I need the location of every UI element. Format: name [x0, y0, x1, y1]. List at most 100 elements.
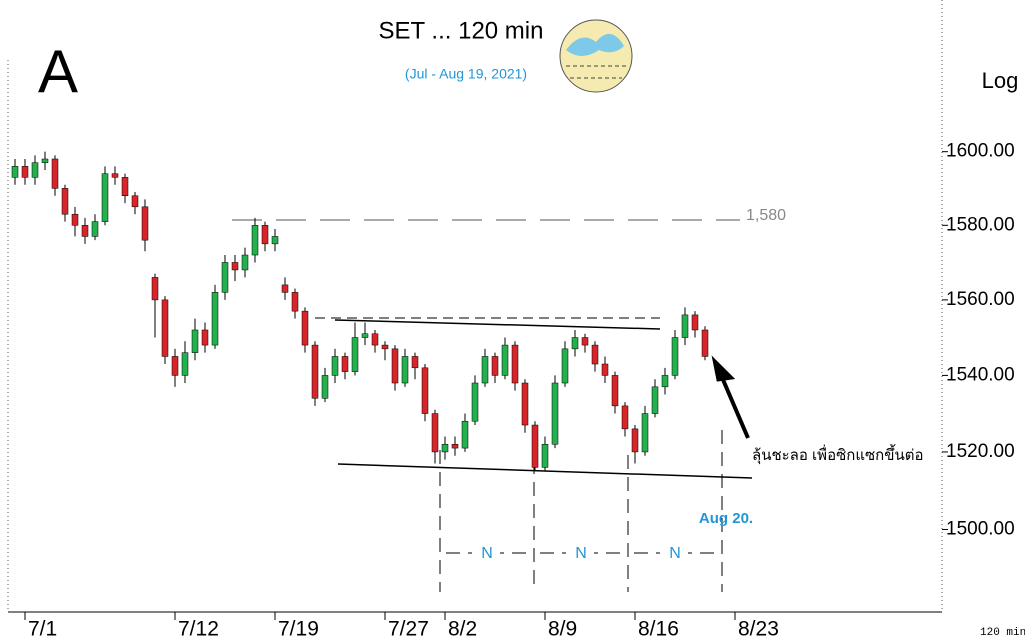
candle-body [161, 299, 169, 357]
x-tick-label: 7/27 [388, 618, 429, 641]
scale-label: Log [982, 68, 1019, 93]
candle-body [581, 337, 589, 346]
candle-body [641, 413, 649, 453]
candle-body [281, 284, 289, 293]
candle-body [451, 443, 459, 449]
candle-body [131, 195, 139, 208]
candle-body [471, 382, 479, 422]
label-bg [566, 542, 594, 564]
candle-body [561, 348, 569, 384]
x-tick-label: 7/19 [278, 618, 319, 641]
x-tick-label: 7/1 [28, 618, 57, 641]
candle-body [491, 356, 499, 376]
candle-body [61, 188, 69, 215]
y-tick-label: 1600.00 [946, 141, 1015, 162]
candle-body [631, 428, 639, 453]
candle-body [81, 225, 89, 237]
candle-body [701, 329, 709, 357]
candle-body [321, 375, 329, 399]
candle-body [111, 173, 119, 178]
level-label: 1,580 [746, 207, 786, 224]
candle-body [341, 356, 349, 372]
corner-label: A [38, 38, 78, 105]
y-tick-label: 1520.00 [946, 441, 1015, 462]
y-tick-label: 1580.00 [946, 214, 1015, 235]
x-tick-label: 7/12 [178, 618, 219, 641]
candle-body [461, 420, 469, 449]
candle-body [551, 382, 559, 445]
arrow [711, 355, 750, 439]
candle-body [141, 206, 149, 241]
candle-body [501, 344, 509, 376]
upper-trendline [334, 319, 661, 330]
candle-body [431, 413, 439, 453]
candle-body [211, 292, 219, 346]
candle-body [191, 329, 199, 353]
candle-body [661, 375, 669, 388]
cycle-label: N [669, 545, 681, 562]
interval-label: 120 min [980, 627, 1025, 639]
chart-subtitle: (Jul - Aug 19, 2021) [405, 66, 527, 82]
candle-body [91, 221, 99, 237]
x-tick-label: 8/16 [638, 618, 679, 641]
candle-body [181, 352, 189, 376]
candle-body [591, 344, 599, 365]
candle-body [571, 337, 579, 350]
note: ลุ้นชะลอ เพื่อซิกแซกขึ้นต่อ [752, 444, 924, 465]
candle-body [361, 333, 369, 338]
candle-body [351, 337, 359, 372]
candle-body [11, 166, 19, 178]
chart-title: SET ... 120 min [379, 17, 544, 44]
candle-body [541, 443, 549, 468]
y-tick-label: 1500.00 [946, 518, 1015, 539]
candle-body [691, 314, 699, 331]
candle-body [171, 356, 179, 376]
candle-body [621, 405, 629, 430]
candle-body [371, 333, 379, 346]
candle-body [671, 337, 679, 376]
candle-body [71, 213, 79, 226]
candle-body [201, 329, 209, 346]
candle-body [261, 225, 269, 245]
candle-body [121, 177, 129, 196]
label-bg [472, 542, 500, 564]
cycle-lines [439, 430, 723, 592]
cycle-label: N [575, 545, 587, 562]
globe-icon [559, 19, 633, 93]
candle-body [231, 262, 239, 271]
x-tick-label: 8/23 [738, 618, 779, 641]
candle-body [251, 225, 259, 256]
candle-body [611, 375, 619, 407]
candle-body [421, 367, 429, 414]
candle-body [101, 173, 109, 222]
y-tick-label: 1540.00 [946, 364, 1015, 385]
candle-body [301, 310, 309, 346]
y-tick-label: 1560.00 [946, 289, 1015, 310]
candle-body [381, 344, 389, 350]
candle-body [401, 356, 409, 384]
x-tick-label: 8/2 [448, 618, 477, 641]
candle-body [151, 277, 159, 301]
candle-body [21, 166, 29, 178]
candle-body [41, 158, 49, 163]
candle-body [441, 443, 449, 453]
candle-body [331, 356, 339, 376]
candle-body [411, 356, 419, 369]
candle-body [521, 382, 529, 426]
candle-body [51, 158, 59, 189]
candle-body [221, 262, 229, 293]
candle-body [601, 363, 609, 376]
candle-body [511, 344, 519, 384]
candle-body [311, 344, 319, 399]
date-note: Aug 20. [699, 510, 753, 527]
candle-body [681, 314, 689, 338]
candle-body [391, 348, 399, 384]
candle-body [651, 386, 659, 414]
candle-body [241, 254, 249, 271]
cycle-label: N [481, 545, 493, 562]
candle-body [481, 356, 489, 384]
candle-body [31, 162, 39, 178]
x-tick-label: 8/9 [548, 618, 577, 641]
